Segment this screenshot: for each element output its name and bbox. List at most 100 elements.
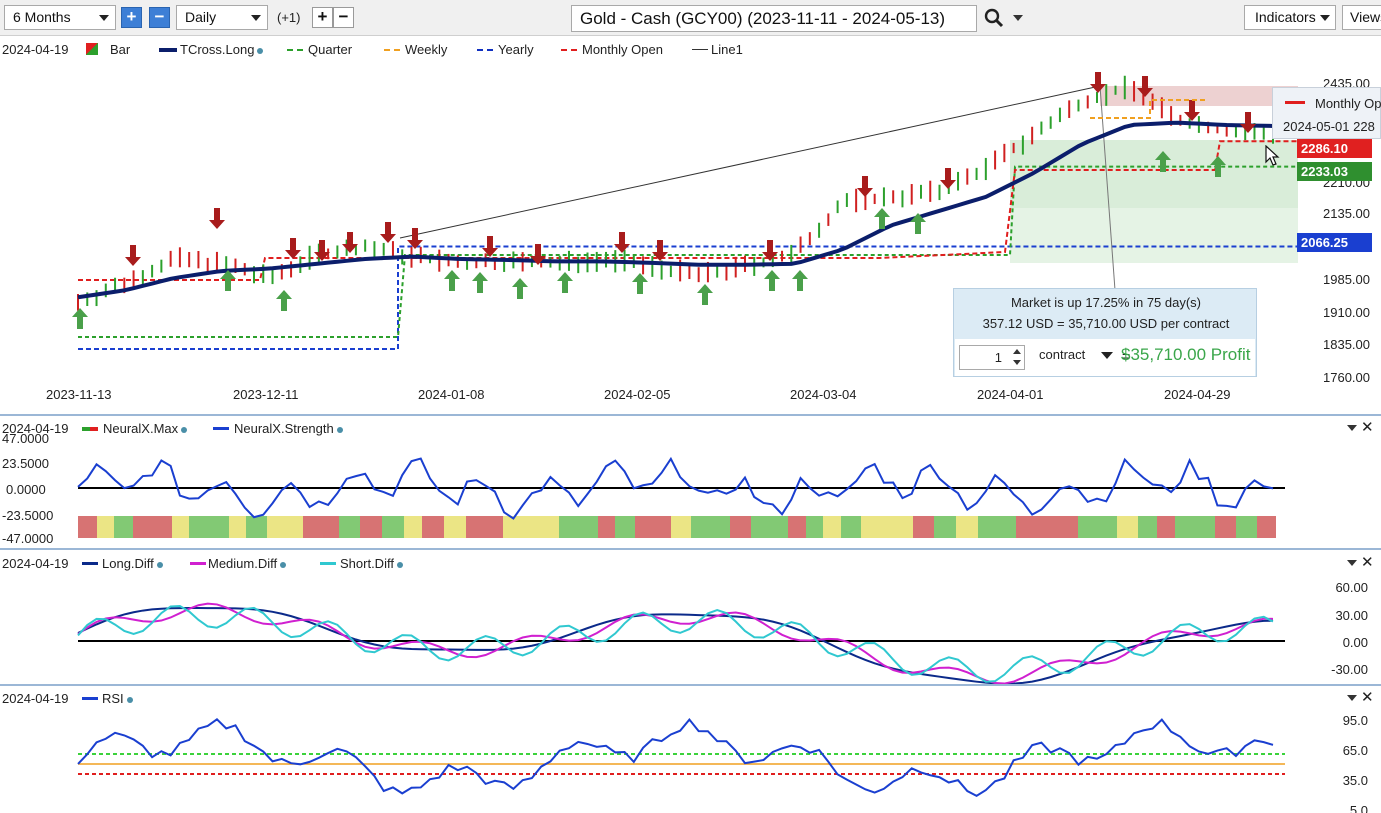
sell-arrow-icon bbox=[1184, 100, 1200, 121]
neural-max-bar bbox=[730, 516, 751, 538]
sell-arrow-icon bbox=[857, 176, 873, 197]
legend-tcross[interactable]: TCross.Long bbox=[180, 42, 264, 57]
sell-arrow-icon bbox=[530, 244, 546, 265]
sell-arrow-icon bbox=[652, 240, 668, 261]
buy-arrow-icon bbox=[1155, 151, 1171, 172]
legend-line1[interactable]: Line1 bbox=[711, 42, 743, 57]
legend-bar[interactable]: Bar bbox=[110, 42, 131, 57]
stepper-up-icon[interactable] bbox=[1013, 349, 1021, 354]
stepper-down-icon[interactable] bbox=[1013, 360, 1021, 365]
interval-select-value: Daily bbox=[185, 9, 217, 25]
line1-swatch-icon bbox=[692, 49, 708, 50]
neural-max-bar bbox=[1236, 516, 1257, 538]
neural-max-bar bbox=[1157, 516, 1175, 538]
tcross-swatch-icon bbox=[159, 48, 177, 52]
neural-max-bar bbox=[1117, 516, 1138, 538]
close-pane-icon[interactable]: ✕ bbox=[1361, 419, 1374, 436]
range-select[interactable]: 6 Months bbox=[4, 5, 116, 30]
close-pane-icon[interactable]: ✕ bbox=[1361, 554, 1374, 571]
legend-long-diff[interactable]: Long.Diff bbox=[102, 556, 163, 571]
chart-canvas[interactable] bbox=[0, 36, 1381, 813]
unit-select[interactable]: contract bbox=[1039, 347, 1113, 362]
offset-increase-button[interactable]: + bbox=[312, 7, 333, 28]
indicators-button[interactable]: Indicators bbox=[1244, 5, 1336, 30]
range-increase-button[interactable]: + bbox=[121, 7, 142, 28]
settings-dot-icon bbox=[126, 696, 133, 703]
legend-medium-diff[interactable]: Medium.Diff bbox=[208, 556, 287, 571]
quantity-value: 1 bbox=[994, 350, 1002, 365]
settings-dot-icon bbox=[396, 561, 403, 568]
legend-short-diff[interactable]: Short.Diff bbox=[340, 556, 403, 571]
neural-max-bar bbox=[559, 516, 578, 538]
neural-max-bar bbox=[671, 516, 691, 538]
sell-arrow-icon bbox=[342, 232, 358, 253]
neural-max-bar bbox=[1016, 516, 1036, 538]
sell-arrow-icon bbox=[1137, 76, 1153, 97]
buy-arrow-icon bbox=[557, 272, 573, 293]
legend-yearly[interactable]: Yearly bbox=[498, 42, 534, 57]
quantity-stepper[interactable]: 1 bbox=[959, 345, 1025, 370]
sell-arrow-icon bbox=[1090, 72, 1106, 93]
neural-max-bar bbox=[999, 516, 1016, 538]
medium-diff-line bbox=[77, 602, 1274, 685]
sell-arrow-icon bbox=[380, 222, 396, 243]
search-icon[interactable] bbox=[984, 8, 1006, 28]
close-pane-icon[interactable]: ✕ bbox=[1361, 689, 1374, 706]
equals-sign: = bbox=[1122, 348, 1131, 364]
legend-date: 2024-04-19 bbox=[2, 42, 69, 57]
quarter-price-badge: 2233.03 bbox=[1297, 162, 1372, 181]
diff-tick: 0.00 bbox=[1342, 635, 1368, 650]
buy-arrow-icon bbox=[792, 270, 808, 291]
neural-max-bar bbox=[303, 516, 320, 538]
pane-separator[interactable] bbox=[0, 414, 1381, 416]
neural-max-bar bbox=[788, 516, 806, 538]
neural-max-bar bbox=[806, 516, 823, 538]
legend-quarter[interactable]: Quarter bbox=[308, 42, 353, 57]
neural-max-bar bbox=[913, 516, 934, 538]
neural-max-bar bbox=[934, 516, 956, 538]
neural-max-bar bbox=[1138, 516, 1157, 538]
legend-rsi[interactable]: RSI bbox=[102, 691, 133, 706]
legend-neural-strength[interactable]: NeuralX.Strength bbox=[234, 421, 343, 436]
short-diff-swatch-icon bbox=[320, 562, 336, 565]
neural-max-bar bbox=[861, 516, 879, 538]
profit-value: $35,710.00 Profit bbox=[1121, 345, 1251, 364]
price-tick: 1985.00 bbox=[1323, 272, 1370, 287]
buy-arrow-icon bbox=[764, 270, 780, 291]
pane-separator[interactable] bbox=[0, 548, 1381, 550]
symbol-input[interactable]: Gold - Cash (GCY00) (2023-11-11 - 2024-0… bbox=[571, 5, 977, 32]
date-tick: 2024-01-08 bbox=[418, 387, 485, 402]
legend-weekly[interactable]: Weekly bbox=[405, 42, 448, 57]
chevron-down-icon bbox=[251, 15, 261, 21]
tooltip-value: 2024-05-01 228 bbox=[1283, 119, 1375, 134]
legend-monthly-open[interactable]: Monthly Open bbox=[582, 42, 663, 57]
yearly-price-badge: 2066.25 bbox=[1297, 233, 1372, 252]
pane-menu-icon[interactable] bbox=[1347, 695, 1357, 701]
neural-max-bar bbox=[172, 516, 189, 538]
diff-tick: -30.00 bbox=[1331, 662, 1368, 677]
date-tick: 2024-04-01 bbox=[977, 387, 1044, 402]
range-decrease-button[interactable]: − bbox=[149, 7, 170, 28]
long-diff-swatch-icon bbox=[82, 562, 98, 565]
views-button[interactable]: Views bbox=[1342, 5, 1381, 30]
weekly-level-line bbox=[1090, 99, 1205, 119]
rsi-tick: 5.0 bbox=[1349, 803, 1368, 813]
date-tick: 2023-11-13 bbox=[46, 387, 112, 402]
neural-max-bar bbox=[542, 516, 559, 538]
neural-max-bar bbox=[1096, 516, 1117, 538]
interval-select[interactable]: Daily bbox=[176, 5, 268, 30]
search-dropdown-icon[interactable] bbox=[1013, 15, 1023, 21]
neural-max-bar bbox=[97, 516, 114, 538]
neural-tick: 47.0000 bbox=[2, 431, 49, 446]
legend-neural-max[interactable]: NeuralX.Max bbox=[103, 421, 188, 436]
mouse-cursor-icon bbox=[1265, 145, 1280, 166]
pane-menu-icon[interactable] bbox=[1347, 560, 1357, 566]
settings-dot-icon bbox=[156, 561, 163, 568]
buy-arrow-icon bbox=[632, 273, 648, 294]
short-diff-line bbox=[77, 604, 1274, 683]
date-tick: 2024-04-29 bbox=[1164, 387, 1231, 402]
pane-separator[interactable] bbox=[0, 684, 1381, 686]
pane-menu-icon[interactable] bbox=[1347, 425, 1357, 431]
offset-decrease-button[interactable]: − bbox=[333, 7, 354, 28]
